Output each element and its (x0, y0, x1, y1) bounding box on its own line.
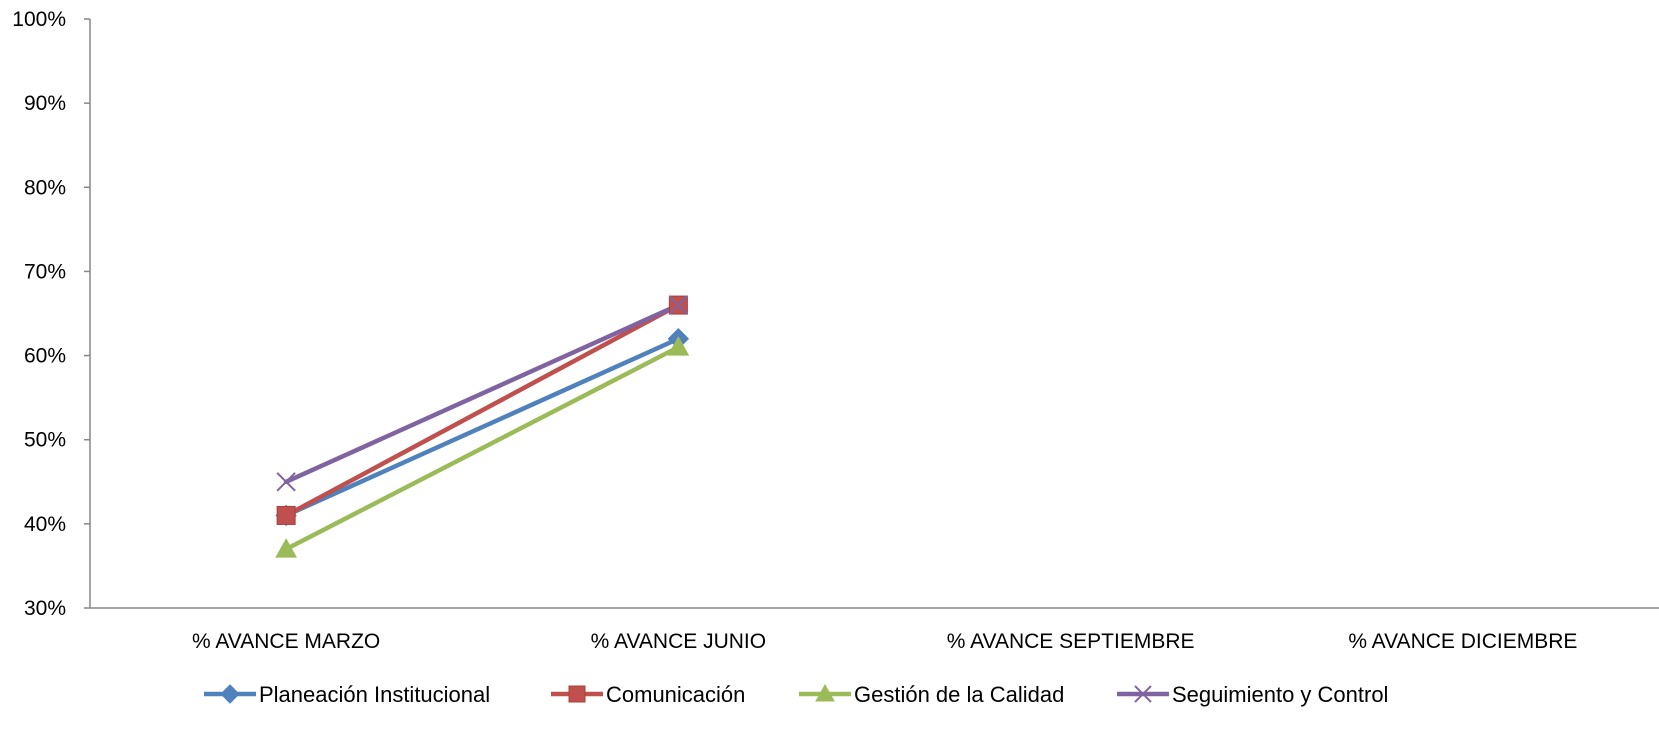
series-line-1 (283, 336, 681, 518)
marker-stroke (668, 295, 689, 315)
legend-marker-triangle (815, 683, 835, 702)
legend-label: Planeación Institucional (259, 682, 490, 707)
x-axis-categories: % AVANCE MARZO % AVANCE JUNIO % AVANCE SEP… (192, 630, 1577, 653)
series-line-4 (283, 302, 681, 485)
legend-item-2: Comunicación (551, 682, 745, 707)
legend-marker-diamond (220, 684, 240, 704)
marker-stroke (1134, 685, 1152, 703)
x-category-label: % AVANCE MARZO (192, 630, 380, 653)
series-line-3 (283, 344, 681, 552)
y-tick-label: 50% (24, 429, 66, 452)
legend: Planeación Institucional Comunicación Gest… (204, 682, 1388, 707)
data-point-triangle (667, 336, 690, 356)
series-lines (283, 302, 681, 552)
y-tick-label: 90% (24, 92, 66, 115)
y-tick-label: 100% (12, 8, 66, 31)
legend-label: Gestión de la Calidad (854, 682, 1064, 707)
y-tick-label: 30% (24, 597, 66, 620)
x-category-label: % AVANCE JUNIO (591, 630, 766, 653)
marker-stroke (276, 472, 296, 492)
legend-marker-x (1134, 685, 1152, 703)
data-point-square (276, 505, 296, 525)
x-category-label: % AVANCE SEPTIEMBRE (947, 630, 1195, 653)
data-point-x (668, 295, 689, 315)
legend-item-3: Gestión de la Calidad (799, 682, 1064, 707)
legend-marker-square (568, 685, 586, 703)
legend-label: Seguimiento y Control (1172, 682, 1388, 707)
y-tick-label: 40% (24, 513, 66, 536)
x-category-label: % AVANCE DICIEMBRE (1348, 630, 1577, 653)
data-point-x (276, 472, 296, 492)
series-markers (275, 295, 690, 558)
y-tick-label: 80% (24, 176, 66, 199)
axes (89, 19, 1659, 609)
y-tick-label: 70% (24, 260, 66, 283)
y-tick-label: 60% (24, 345, 66, 368)
data-point-triangle (275, 538, 297, 558)
legend-item-4: Seguimiento y Control (1117, 682, 1388, 707)
legend-label: Comunicación (606, 682, 745, 707)
legend-item-1: Planeación Institucional (204, 682, 490, 707)
series-line-2 (283, 302, 681, 518)
y-axis-ticks: 30% 40% 50% 60% 70% 80% 90% 100% (12, 8, 90, 620)
